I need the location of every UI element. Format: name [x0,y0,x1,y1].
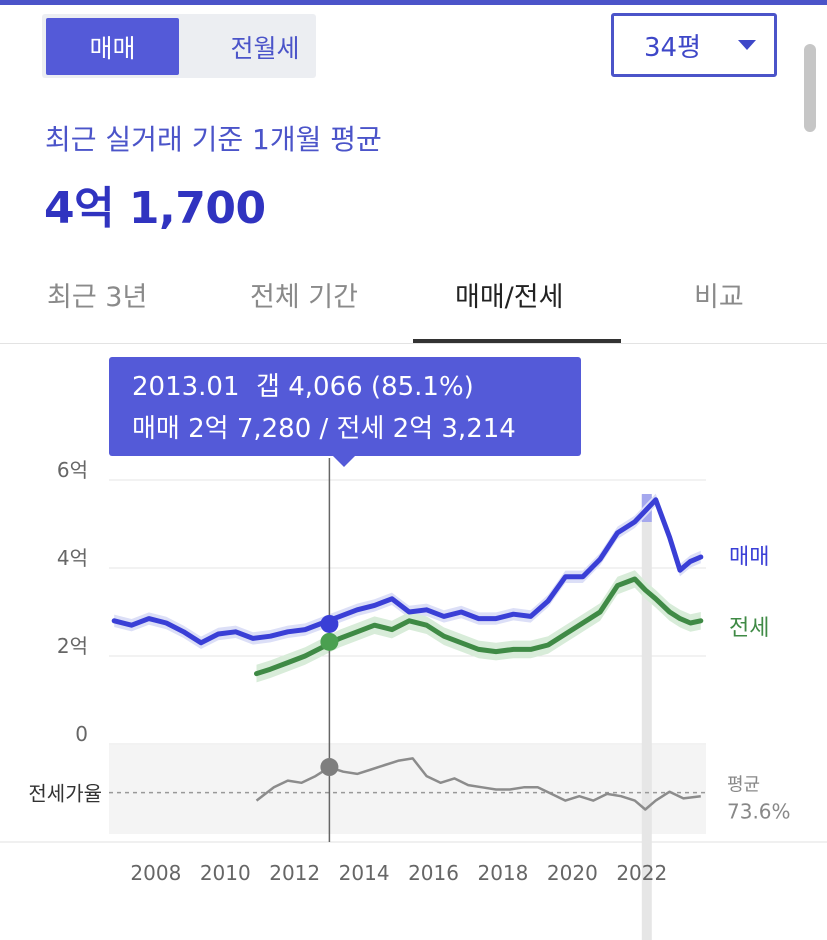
x-tick-label: 2016 [408,861,459,885]
x-tick-label: 2014 [339,861,390,885]
tooltip-arrow [333,456,355,467]
tab-divider [0,343,827,344]
x-tick-label: 2020 [547,861,598,885]
average-price: 4억 1,700 [44,183,266,234]
tab-sale-jeonse[interactable]: 매매/전세 [455,282,564,313]
sale-cursor-point [320,614,339,633]
x-tick-label: 2010 [200,861,251,885]
size-select-value: 34평 [644,32,702,63]
jeonse-series-label: 전세 [729,616,769,641]
y-tick-label: 6억 [57,458,88,482]
tooltip-price-line: 매매 2억 7,280 / 전세 2억 3,214 [132,414,516,444]
y-tick-label: 4억 [57,546,88,570]
rent-toggle-button[interactable]: 전월세 [230,33,300,63]
sale-range-band [114,493,701,649]
caret-down-icon [738,40,756,50]
scrollbar-thumb[interactable] [804,44,816,132]
sale-series-label: 매매 [729,545,769,570]
jeonse-cursor-point [320,632,339,651]
x-tick-label: 2018 [477,861,528,885]
ratio-label: 전세가율 [28,782,102,806]
tooltip-gap-line: 2013.01 갭 4,066 (85.1%) [132,372,474,402]
sale-toggle-button[interactable]: 매매 [46,18,179,75]
y-tick-label: 2억 [57,634,88,658]
ratio-average-value: 73.6% [727,800,791,824]
ratio-cursor-point [320,758,339,777]
size-select[interactable]: 34평 [611,13,777,77]
highlight-column [641,495,652,940]
y-tick-label: 0 [75,722,88,746]
sale-series-line [111,497,704,646]
x-tick-label: 2008 [130,861,181,885]
chart-tooltip: 2013.01 갭 4,066 (85.1%) 매매 2억 7,280 / 전세… [109,357,581,456]
tab-recent-3y[interactable]: 최근 3년 [47,282,148,313]
x-tick-label: 2012 [269,861,320,885]
active-tab-indicator [413,339,621,343]
x-tick-label: 2022 [616,861,667,885]
price-basis-label: 최근 실거래 기준 1개월 평균 [45,123,382,156]
top-accent-bar [0,0,827,5]
tab-all-period[interactable]: 전체 기간 [250,282,358,313]
ratio-average-label: 평균 [727,775,760,796]
tab-compare[interactable]: 비교 [694,282,744,313]
deal-type-toggle: 매매 전월세 [42,14,316,78]
